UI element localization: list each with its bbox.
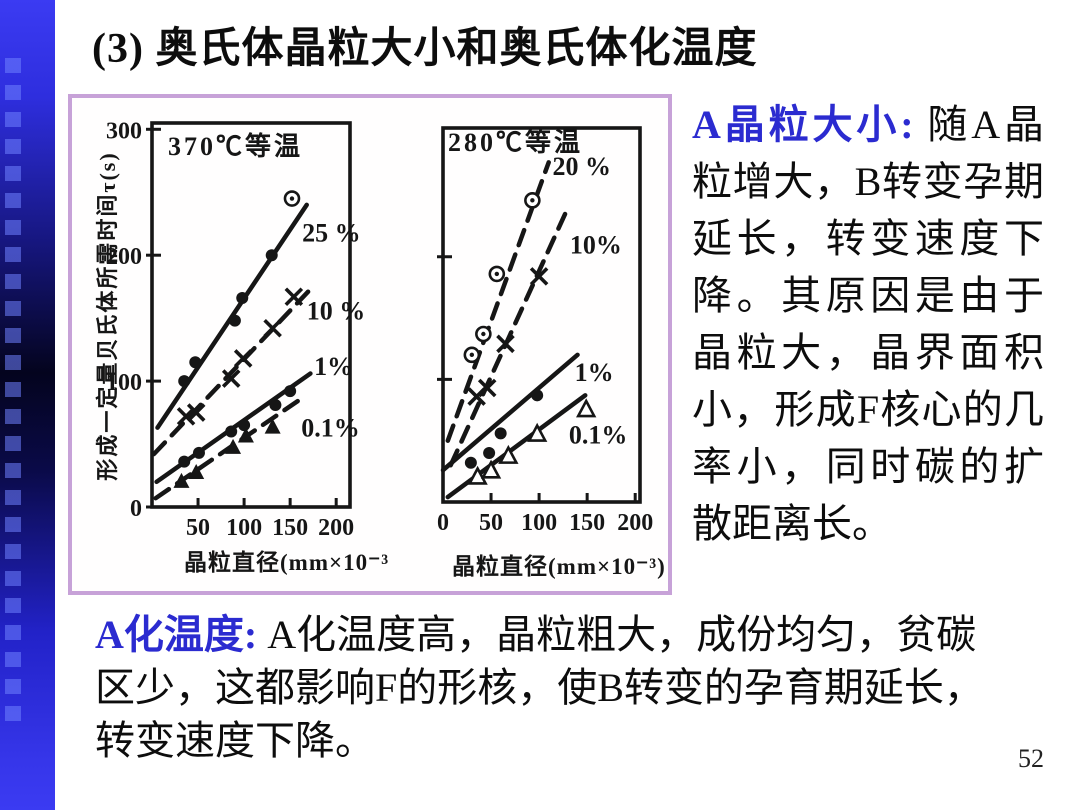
page-number: 52 [1018,744,1044,773]
temperature-lead: A化温度: [95,612,268,657]
data-point [527,422,548,442]
data-point [269,399,282,412]
series-label: 0.1% [569,421,628,450]
y-axis-label: 形成一定量贝氏体所需时间τ(s) [95,151,120,481]
series-trend-line [448,205,571,468]
data-point [483,446,496,459]
grain-size-text: 随A晶粒增大，B转变孕期延长，转变速度下降。其原因是由于晶粒大，晶界面积小，形成… [692,102,1044,546]
data-point [173,472,190,488]
temperature-text: A化温度高，晶粒粗大，成份均匀，贫碳区少，这都影响F的形核，使B转变的孕育期延长… [95,612,984,763]
series-trend-line [151,283,317,457]
data-point [221,369,241,388]
data-point [176,407,196,426]
data-point [178,375,191,388]
data-point [464,456,477,469]
data-point [529,267,549,286]
data-point [494,271,500,277]
x-tick-label: 150 [569,510,605,536]
temperature-paragraph: A化温度: A化温度高，晶粒粗大，成份均匀，贫碳区少，这都影响F的形核，使B转变… [95,608,1000,767]
data-point [225,425,238,438]
plot-frame [150,121,352,509]
chart1-x-axis-label: 晶粒直径(mm×10⁻³ [184,550,390,575]
chart2-x-axis-label: 晶粒直径(mm×10⁻³) [452,554,666,579]
data-point [467,465,488,485]
data-point [188,464,205,480]
series-trend-line [440,352,580,473]
series-label: 1% [314,352,353,381]
series-label: 25 % [302,219,361,248]
data-point [263,318,282,338]
x-tick-label: 200 [617,510,653,536]
x-tick-label: 200 [318,515,354,541]
data-point [496,334,515,354]
x-tick-label: 50 [479,510,503,536]
series-label: 10% [570,230,622,259]
data-point [284,287,304,307]
data-point [225,438,242,454]
data-point [228,314,241,327]
x-tick-label: 100 [226,515,262,541]
data-point [284,385,297,398]
series-label: 20 % [553,152,612,181]
chart1-title: 370℃等温 [168,132,304,161]
x-tick-label: 50 [186,515,210,541]
grain-size-paragraph: A晶粒大小: 随A晶粒增大，B转变孕期延长，转变速度下降。其原因是由于晶粒大，晶… [692,96,1044,552]
page-title: (3) 奥氏体晶粒大小和奥氏体化温度 [92,26,758,72]
sidebar-decoration [0,0,55,810]
y-tick-label: 0 [130,496,142,522]
x-tick-label: 150 [272,515,308,541]
data-point [186,403,206,422]
x-tick-label: 0 [437,510,449,536]
data-point [289,196,295,201]
data-point [498,444,519,464]
y-tick-label: 200 [106,244,142,270]
data-point [530,198,535,203]
data-point [480,459,502,479]
grain-size-lead: A晶粒大小: [692,102,928,147]
data-point [236,292,249,305]
data-point [233,349,253,368]
data-point [531,389,544,402]
y-tick-label: 300 [106,118,142,144]
data-point [481,331,486,337]
data-point [469,352,475,358]
series-label: 10 % [307,297,366,326]
plot-frame [441,126,642,504]
data-point [477,378,497,398]
data-point [494,427,507,440]
series-trend-line [445,160,551,443]
chart2-title: 280℃等温 [448,128,584,157]
data-point [178,455,191,468]
data-point [238,419,251,432]
figure-panel: 50 100 150 200 0 100 200 300 25 % 10 % 1% 0.1% 0 50 10… [68,94,672,595]
series-label: 1% [575,358,614,387]
data-point [576,398,597,418]
data-point [189,356,202,369]
isothermal-transformation-charts: 50 100 150 200 0 100 200 300 25 % 10 % 1% 0.1% 0 50 10… [106,118,653,541]
series-label: 0.1% [301,414,360,443]
x-tick-label: 100 [521,510,557,536]
data-point [264,418,281,434]
data-point [192,446,205,459]
y-tick-label: 100 [106,370,142,396]
data-point [237,427,254,443]
data-point [265,249,278,262]
